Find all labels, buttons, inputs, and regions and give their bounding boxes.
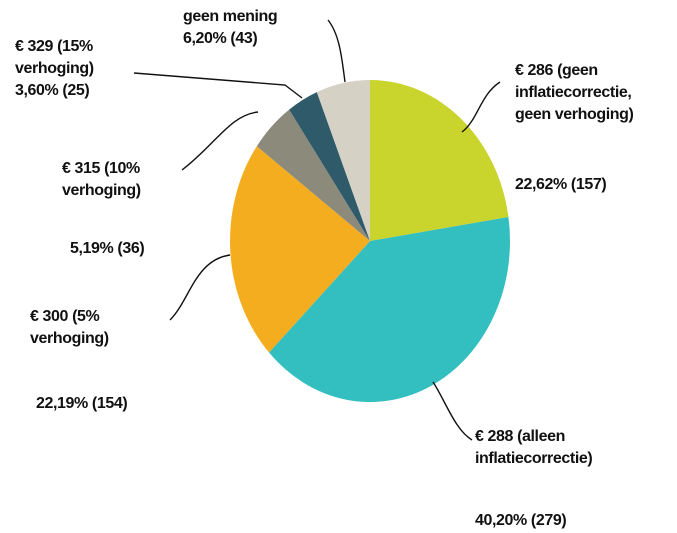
category-label: € 286 (geen inflatiecorrectie, geen verh… [515,62,634,123]
leader-line [181,111,259,171]
leader-line [169,254,231,321]
pie-slice [229,146,370,353]
pie-slice [316,80,370,241]
value-label: 5,19% (36) [70,240,145,257]
category-label: € 329 (15% verhoging) [15,38,94,77]
leader-line [133,72,303,99]
leader-line [327,19,346,83]
pie-slice [289,92,370,242]
pie-slice [269,217,510,402]
value-label: 22,62% (157) [515,176,607,193]
value-label: 6,20% (43) [183,30,258,47]
category-label: € 288 (alleen inflatiecorrectie) [475,428,593,467]
value-label: 40,20% (279) [475,512,567,529]
category-label: geen mening [183,8,278,25]
value-label: 3,60% (25) [15,82,90,99]
pie-slice [256,109,370,241]
leader-line [432,381,473,441]
value-label: 22,19% (154) [36,395,128,412]
pie-slice [370,80,509,241]
category-label: € 300 (5% verhoging) [30,308,109,347]
leader-line [461,81,501,133]
category-label: € 315 (10% verhoging) [62,160,141,199]
